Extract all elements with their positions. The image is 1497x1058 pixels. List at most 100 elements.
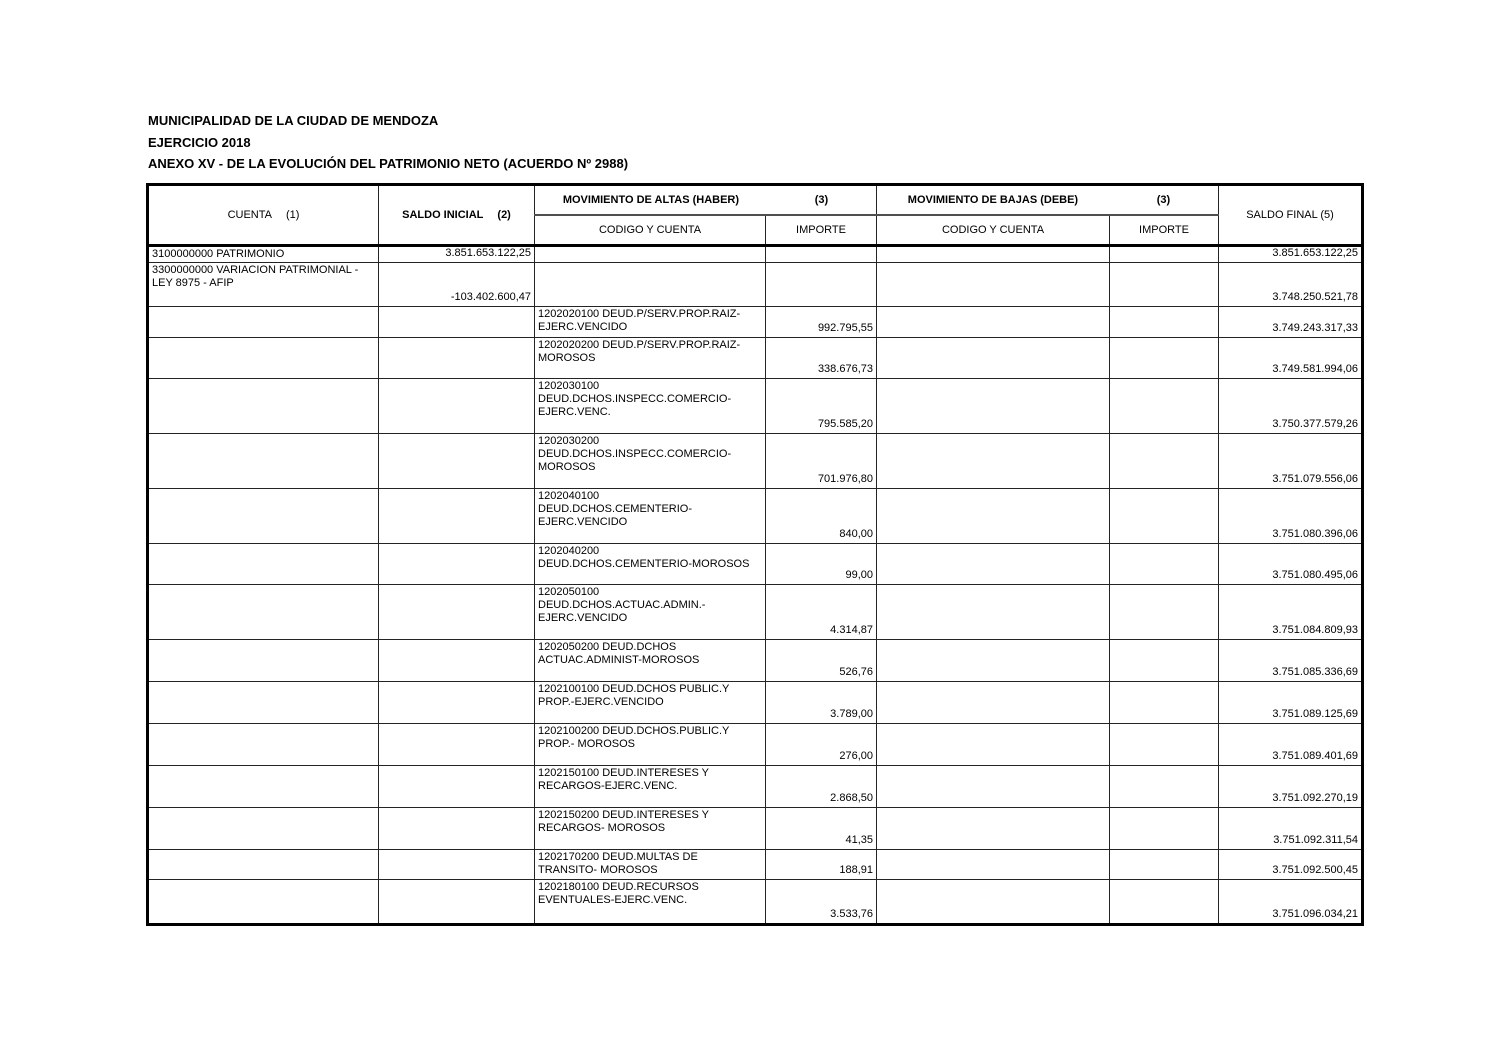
title-ejercicio: EJERCICIO 2018 — [148, 134, 251, 150]
cell-cuenta — [147, 807, 379, 850]
cell-altas-importe: 840,00 — [765, 488, 877, 544]
cell-saldo-final: 3.751.079.556,06 — [1218, 433, 1364, 489]
cell-saldo-inicial — [378, 639, 535, 682]
cell-bajas-codigo — [876, 306, 1110, 338]
cell-bajas-codigo — [876, 765, 1110, 808]
cell-bajas-codigo — [876, 337, 1110, 379]
cell-cuenta: 3300000000 VARIACION PATRIMONIAL - LEY 8… — [147, 262, 379, 307]
cell-cuenta — [147, 488, 379, 544]
cell-bajas-codigo — [876, 244, 1110, 263]
cell-saldo-final: 3.748.250.521,78 — [1218, 262, 1364, 307]
cell-altas-importe — [765, 262, 877, 307]
table-row: 1202150100 DEUD.INTERESES Y RECARGOS-EJE… — [147, 765, 1364, 808]
cell-bajas-importe — [1108, 306, 1220, 338]
cell-altas-codigo: 1202030200 DEUD.DCHOS.INSPECC.COMERCIO- … — [534, 433, 766, 489]
cell-saldo-final: 3.751.092.270,19 — [1218, 765, 1364, 808]
cell-bajas-codigo — [876, 433, 1110, 489]
cell-altas-codigo: 1202050100 DEUD.DCHOS.ACTUAC.ADMIN.- EJE… — [534, 584, 766, 640]
col-header-saldo-inicial-num: (2) — [497, 209, 511, 221]
cell-bajas-codigo — [876, 584, 1110, 640]
col-header-codigo-cuenta-bajas: CODIGO Y CUENTA — [876, 214, 1110, 246]
cell-cuenta — [147, 378, 379, 434]
cell-saldo-inicial — [378, 378, 535, 434]
cell-saldo-final: 3.751.084.809,93 — [1218, 584, 1364, 640]
header-row-subcolumns: CODIGO Y CUENTA IMPORTE CODIGO Y CUENTA … — [148, 214, 1363, 246]
cell-bajas-importe — [1108, 879, 1220, 925]
cell-cuenta — [147, 543, 379, 585]
cell-altas-importe — [765, 244, 877, 263]
cell-bajas-codigo — [876, 488, 1110, 544]
cell-bajas-importe — [1108, 681, 1220, 724]
cell-altas-importe: 526,76 — [765, 639, 877, 682]
col-header-cuenta-num: (1) — [285, 209, 300, 221]
cell-altas-importe: 2.868,50 — [765, 765, 877, 808]
cell-altas-importe: 3.533,76 — [765, 879, 877, 925]
cell-altas-codigo: 1202050200 DEUD.DCHOS ACTUAC.ADMINIST-MO… — [534, 639, 766, 682]
cell-bajas-importe — [1108, 378, 1220, 434]
cell-saldo-inicial: 3.851.653.122,25 — [378, 244, 535, 263]
cell-saldo-inicial — [378, 807, 535, 850]
cell-cuenta — [147, 433, 379, 489]
cell-saldo-inicial — [378, 681, 535, 724]
cell-saldo-final: 3.751.080.396,06 — [1218, 488, 1364, 544]
cell-altas-importe: 701.976,80 — [765, 433, 877, 489]
cell-altas-importe: 3.789,00 — [765, 681, 877, 724]
col-header-saldo-inicial-label: SALDO INICIAL — [402, 209, 484, 221]
cell-bajas-importe — [1108, 244, 1220, 263]
group-header-altas-label: MOVIMIENTO DE ALTAS (HABER) — [562, 193, 740, 206]
cell-altas-importe: 188,91 — [765, 849, 877, 880]
cell-saldo-final: 3.751.085.336,69 — [1218, 639, 1364, 682]
cell-bajas-importe — [1108, 488, 1220, 544]
cell-saldo-final: 3.751.092.500,45 — [1218, 849, 1364, 880]
cell-altas-importe: 992.795,55 — [765, 306, 877, 338]
cell-altas-codigo: 1202100200 DEUD.DCHOS.PUBLIC.Y PROP.- MO… — [534, 723, 766, 766]
cell-bajas-importe — [1108, 584, 1220, 640]
table-row: 1202170200 DEUD.MULTAS DE TRANSITO- MORO… — [147, 849, 1364, 880]
table-row: 1202040100 DEUD.DCHOS.CEMENTERIO- EJERC.… — [147, 488, 1364, 544]
group-header-movimiento-altas: MOVIMIENTO DE ALTAS (HABER) (3) — [534, 184, 877, 216]
cell-saldo-final: 3.751.092.311,54 — [1218, 807, 1364, 850]
table-row: 1202020200 DEUD.P/SERV.PROP.RAIZ- MOROSO… — [147, 337, 1364, 379]
table-row: 1202020100 DEUD.P/SERV.PROP.RAIZ- EJERC.… — [147, 306, 1364, 338]
cell-cuenta — [147, 639, 379, 682]
cell-cuenta — [147, 337, 379, 379]
cell-altas-codigo: 1202040200 DEUD.DCHOS.CEMENTERIO-MOROSOS — [534, 543, 766, 585]
cell-bajas-importe — [1108, 765, 1220, 808]
cell-altas-codigo: 1202150100 DEUD.INTERESES Y RECARGOS-EJE… — [534, 765, 766, 808]
cell-cuenta — [147, 723, 379, 766]
cell-saldo-inicial — [378, 849, 535, 880]
cell-altas-codigo: 1202030100 DEUD.DCHOS.INSPECC.COMERCIO- … — [534, 378, 766, 434]
table-row: 1202100200 DEUD.DCHOS.PUBLIC.Y PROP.- MO… — [147, 723, 1364, 766]
cell-saldo-inicial — [378, 433, 535, 489]
title-municipality: MUNICIPALIDAD DE LA CIUDAD DE MENDOZA — [148, 113, 439, 128]
table-row: 1202040200 DEUD.DCHOS.CEMENTERIO-MOROSOS… — [147, 543, 1364, 585]
cell-saldo-final: 3.751.096.034,21 — [1218, 879, 1364, 925]
table-body: 3100000000 PATRIMONIO 3.851.653.122,25 3.8… — [147, 244, 1364, 925]
cell-altas-importe: 41,35 — [765, 807, 877, 850]
group-header-altas-num: (3) — [814, 193, 829, 206]
col-header-importe-altas: IMPORTE — [765, 214, 877, 246]
header-row-groups: CUENTA (1) SALDO INICIAL (2) MOVIMIENTO DE… — [147, 184, 1364, 246]
table-row: 3300000000 VARIACION PATRIMONIAL - LEY 8… — [147, 262, 1364, 307]
cell-bajas-codigo — [876, 879, 1110, 925]
cell-altas-codigo: 1202170200 DEUD.MULTAS DE TRANSITO- MORO… — [534, 849, 766, 880]
cell-cuenta — [147, 849, 379, 880]
cell-altas-codigo: 1202100100 DEUD.DCHOS PUBLIC.Y PROP.-EJE… — [534, 681, 766, 724]
cell-saldo-final: 3.851.653.122,25 — [1218, 244, 1364, 263]
cell-bajas-codigo — [876, 262, 1110, 307]
cell-saldo-inicial — [378, 488, 535, 544]
cell-bajas-codigo — [876, 723, 1110, 766]
cell-bajas-codigo — [876, 639, 1110, 682]
cell-saldo-inicial — [378, 879, 535, 925]
cell-cuenta — [147, 584, 379, 640]
cell-bajas-importe — [1108, 433, 1220, 489]
cell-bajas-importe — [1108, 639, 1220, 682]
cell-bajas-codigo — [876, 543, 1110, 585]
col-header-codigo-cuenta-altas: CODIGO Y CUENTA — [534, 214, 766, 246]
cell-altas-importe: 338.676,73 — [765, 337, 877, 379]
group-header-bajas-label: MOVIMIENTO DE BAJAS (DEBE) — [907, 193, 1079, 206]
cell-altas-codigo — [534, 262, 766, 307]
cell-altas-importe: 795.585,20 — [765, 378, 877, 434]
cell-altas-codigo: 1202180100 DEUD.RECURSOS EVENTUALES-EJER… — [534, 879, 766, 925]
cell-saldo-final: 3.749.581.994,06 — [1218, 337, 1364, 379]
